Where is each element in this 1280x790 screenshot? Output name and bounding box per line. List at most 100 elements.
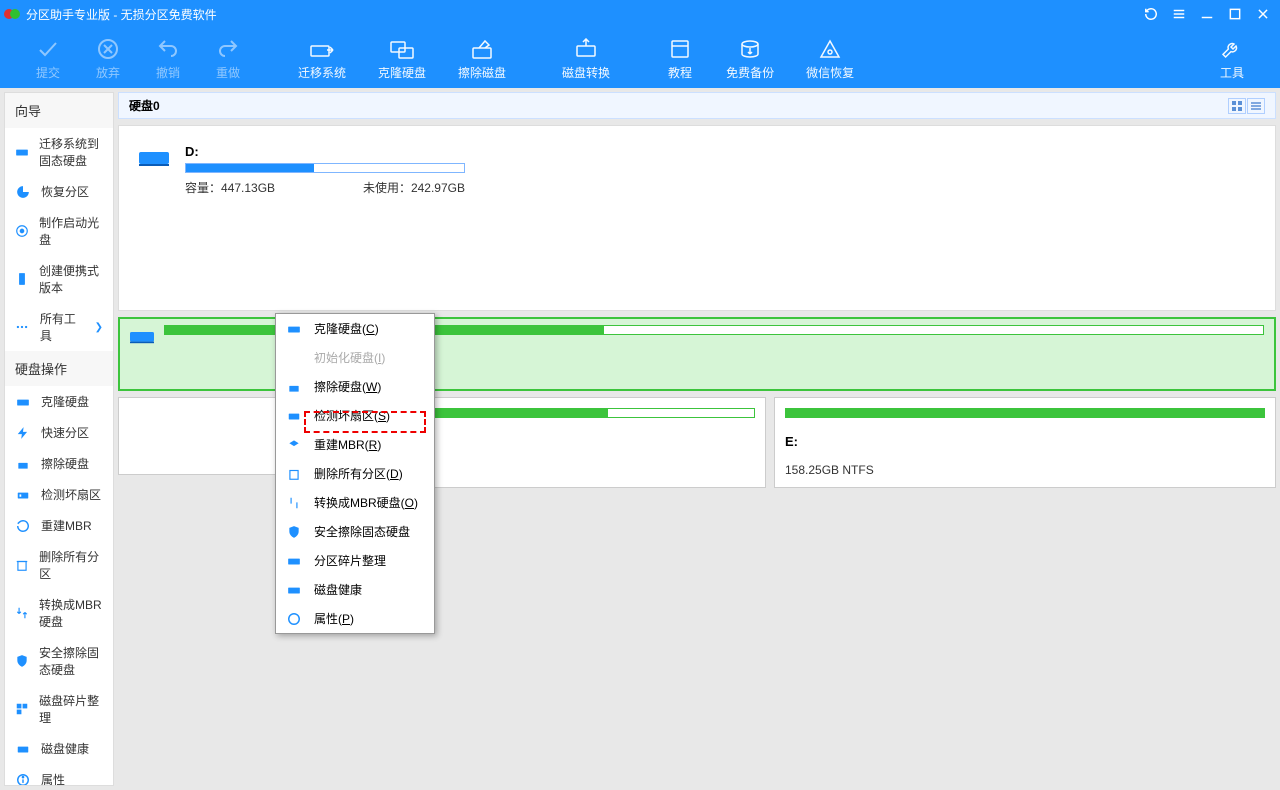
ctx-label: 属性(P) <box>314 610 354 627</box>
convert-button[interactable]: 磁盘转换 <box>548 32 624 85</box>
ctx-clone[interactable]: 克隆硬盘(C) <box>276 314 434 343</box>
migrate-button[interactable]: 迁移系统 <box>284 32 360 85</box>
sidebar-item-health[interactable]: 磁盘健康 <box>5 733 113 764</box>
ctx-props[interactable]: 属性(P) <box>276 604 434 633</box>
sidebar-item-defrag[interactable]: 磁盘碎片整理 <box>5 685 113 733</box>
minimize-icon[interactable] <box>1200 7 1214 21</box>
x-circle-icon <box>94 36 122 62</box>
ctx-mbr[interactable]: 重建MBR(R) <box>276 430 434 459</box>
swap-icon <box>15 605 29 621</box>
sidebar-item-badsector[interactable]: 检测坏扇区 <box>5 479 113 510</box>
migrate-label: 迁移系统 <box>298 64 346 81</box>
defrag-icon <box>15 701 29 717</box>
backup-label: 免费备份 <box>726 64 774 81</box>
ctx-label: 检测坏扇区(S) <box>314 407 390 424</box>
usb-icon <box>15 271 29 287</box>
sidebar-item-label: 安全擦除固态硬盘 <box>39 644 103 678</box>
sidebar-item-label: 迁移系统到固态硬盘 <box>39 135 103 169</box>
clone-icon <box>388 36 416 62</box>
migrate-icon <box>308 36 336 62</box>
convert-label: 磁盘转换 <box>562 64 610 81</box>
partition-e[interactable]: E: 158.25GB NTFS <box>774 397 1276 488</box>
wechat-label: 微信恢复 <box>806 64 854 81</box>
backup-button[interactable]: 免费备份 <box>712 32 788 85</box>
sidebar-item-label: 转换成MBR硬盘 <box>39 596 103 630</box>
ctx-wipe[interactable]: 擦除硬盘(W) <box>276 372 434 401</box>
ctx-label: 重建MBR(R) <box>314 436 381 453</box>
wrench-icon <box>1218 36 1246 62</box>
undo-icon <box>154 36 182 62</box>
app-title: 分区助手专业版 - 无损分区免费软件 <box>26 6 1144 23</box>
ctx-health[interactable]: 磁盘健康 <box>276 575 434 604</box>
discard-button: 放弃 <box>80 32 136 85</box>
sidebar-item-tombr[interactable]: 转换成MBR硬盘 <box>5 589 113 637</box>
sidebar-item-props[interactable]: 属性 <box>5 764 113 786</box>
sidebar-item-label: 删除所有分区 <box>39 548 103 582</box>
drive-icon <box>139 146 169 168</box>
toolbar: 提交 放弃 撤销 重做 迁移系统 克隆硬盘 擦除磁盘 磁盘转换 教程 免费备份 … <box>0 28 1280 88</box>
list-view-button[interactable] <box>1247 98 1265 114</box>
sidebar-item-alltools[interactable]: 所有工具❯ <box>5 303 113 351</box>
sidebar-item-recover[interactable]: 恢复分区 <box>5 176 113 207</box>
sidebar-item-label: 重建MBR <box>41 517 92 534</box>
commit-label: 提交 <box>36 64 60 81</box>
ctx-label: 磁盘健康 <box>314 581 362 598</box>
tutorial-button[interactable]: 教程 <box>652 32 708 85</box>
ctx-ssdwipe[interactable]: 安全擦除固态硬盘 <box>276 517 434 546</box>
refresh-icon[interactable] <box>1144 7 1158 21</box>
tools-button[interactable]: 工具 <box>1204 32 1260 85</box>
pie-icon <box>15 184 31 200</box>
sidebar-item-label: 所有工具 <box>40 310 85 344</box>
sidebar-item-ssdwipe[interactable]: 安全擦除固态硬盘 <box>5 637 113 685</box>
sidebar-item-bootdisk[interactable]: 制作启动光盘 <box>5 207 113 255</box>
menu-icon[interactable] <box>1172 7 1186 21</box>
heart-icon <box>286 582 302 598</box>
disk-card-d[interactable]: D: 容量：447.13GB 未使用：242.97GB <box>139 144 499 196</box>
sidebar-item-migrate[interactable]: 迁移系统到固态硬盘 <box>5 128 113 176</box>
scan-icon <box>286 408 302 424</box>
wipe-button[interactable]: 擦除磁盘 <box>444 32 520 85</box>
ctx-label: 转换成MBR硬盘(O) <box>314 494 418 511</box>
disk-header: 硬盘0 <box>118 92 1276 119</box>
mbr-icon <box>286 437 302 453</box>
drive-icon <box>15 144 29 160</box>
sidebar-item-label: 快速分区 <box>41 424 89 441</box>
ctx-delall[interactable]: 删除所有分区(D) <box>276 459 434 488</box>
diskops-header: 硬盘操作 <box>5 351 113 386</box>
sidebar-item-quickpart[interactable]: 快速分区 <box>5 417 113 448</box>
redo-label: 重做 <box>216 64 240 81</box>
ctx-badsector[interactable]: 检测坏扇区(S) <box>276 401 434 430</box>
main: 向导 迁移系统到固态硬盘 恢复分区 制作启动光盘 创建便携式版本 所有工具❯ 硬… <box>0 88 1280 790</box>
disk-panel: D: 容量：447.13GB 未使用：242.97GB <box>118 125 1276 311</box>
partition-size: 158.25GB NTFS <box>785 463 1265 477</box>
disk-stats: 容量：447.13GB 未使用：242.97GB <box>185 179 465 196</box>
ctx-label: 删除所有分区(D) <box>314 465 403 482</box>
sidebar-item-label: 磁盘碎片整理 <box>39 692 103 726</box>
shield-icon <box>15 653 29 669</box>
disk-usage-bar <box>185 163 465 173</box>
ctx-label: 分区碎片整理 <box>314 552 386 569</box>
ctx-defrag[interactable]: 分区碎片整理 <box>276 546 434 575</box>
tile-view-button[interactable] <box>1228 98 1246 114</box>
sidebar-item-portable[interactable]: 创建便携式版本 <box>5 255 113 303</box>
sidebar-item-clone[interactable]: 克隆硬盘 <box>5 386 113 417</box>
partition-hidden[interactable] <box>118 397 278 475</box>
sidebar-item-wipe[interactable]: 擦除硬盘 <box>5 448 113 479</box>
wipe-icon <box>468 36 496 62</box>
titlebar-buttons <box>1144 7 1270 21</box>
maximize-icon[interactable] <box>1228 7 1242 21</box>
sidebar-item-mbr[interactable]: 重建MBR <box>5 510 113 541</box>
drive-icon <box>15 394 31 410</box>
clone-button[interactable]: 克隆硬盘 <box>364 32 440 85</box>
defrag-icon <box>286 553 302 569</box>
redo-button: 重做 <box>200 32 256 85</box>
sidebar-item-delall[interactable]: 删除所有分区 <box>5 541 113 589</box>
ctx-tombr[interactable]: 转换成MBR硬盘(O) <box>276 488 434 517</box>
wechat-button[interactable]: 微信恢复 <box>792 32 868 85</box>
close-icon[interactable] <box>1256 7 1270 21</box>
grid-icon <box>15 319 30 335</box>
refresh-icon <box>15 518 31 534</box>
commit-button: 提交 <box>20 32 76 85</box>
disk-name: D: <box>185 144 499 159</box>
ctx-label: 擦除硬盘(W) <box>314 378 381 395</box>
